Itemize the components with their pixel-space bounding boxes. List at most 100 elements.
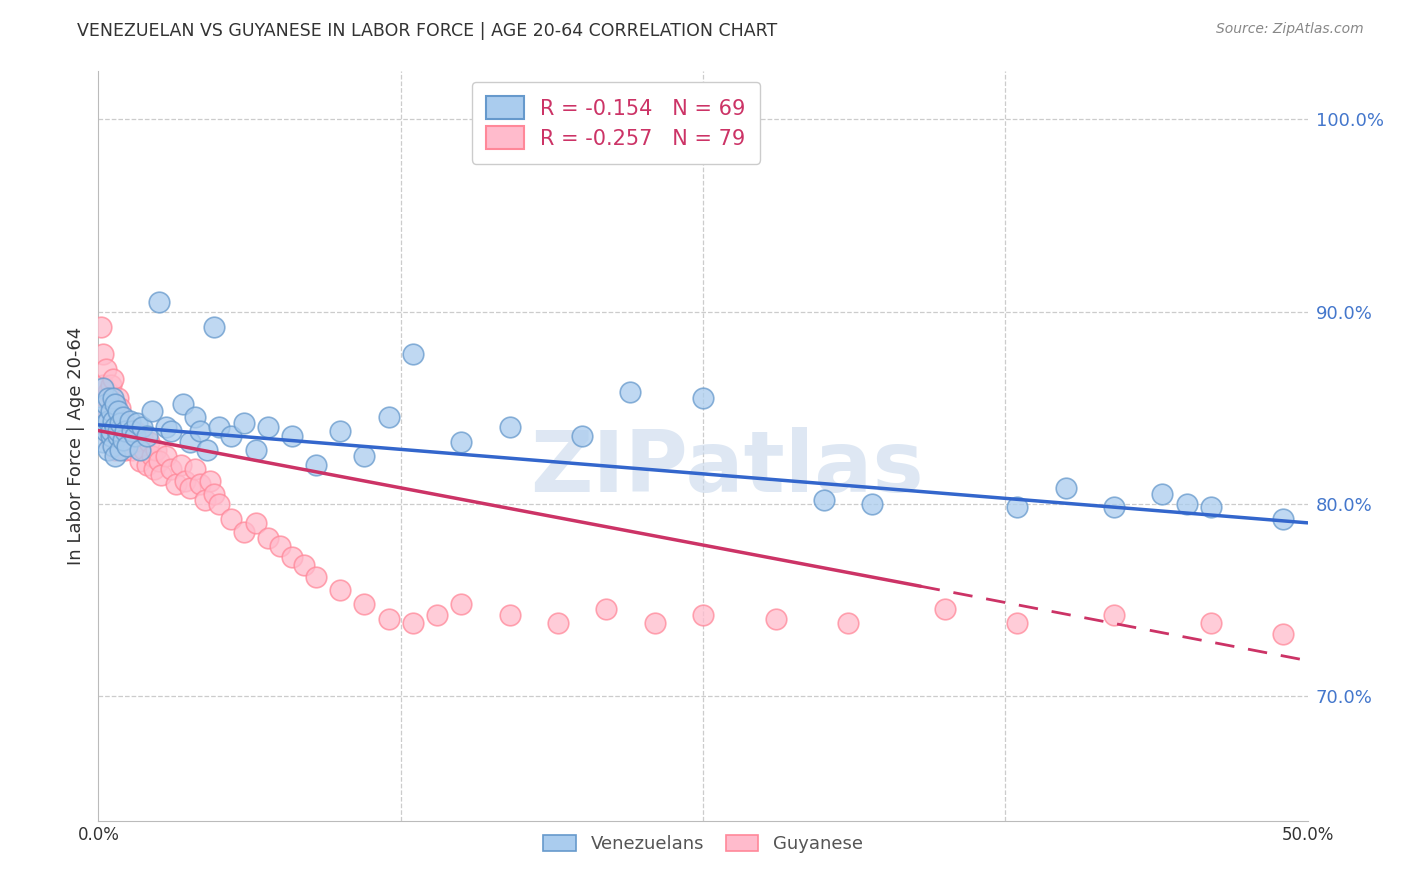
Point [141, 449, 163, 463]
Point [135, 458, 157, 473]
Point [121, 424, 143, 438]
Point [97, 442, 120, 457]
Point [571, 429, 593, 443]
Point [402, 615, 425, 630]
Point [100, 404, 122, 418]
Point [148, 294, 170, 309]
Point [208, 419, 231, 434]
Point [245, 442, 267, 457]
Point [644, 615, 666, 630]
Point [765, 612, 787, 626]
Point [172, 397, 194, 411]
Point [91, 377, 114, 392]
Point [108, 424, 131, 438]
Point [1054, 481, 1077, 495]
Point [292, 558, 315, 573]
Point [165, 477, 187, 491]
Text: VENEZUELAN VS GUYANESE IN LABOR FORCE | AGE 20-64 CORRELATION CHART: VENEZUELAN VS GUYANESE IN LABOR FORCE | … [77, 22, 778, 40]
Point [97, 391, 120, 405]
Point [94, 397, 117, 411]
Point [160, 424, 183, 438]
Point [450, 597, 472, 611]
Point [101, 391, 124, 405]
Point [114, 424, 136, 438]
Point [194, 492, 217, 507]
Point [141, 404, 163, 418]
Point [111, 410, 134, 425]
Point [131, 419, 153, 434]
Point [305, 569, 328, 583]
Point [94, 419, 117, 434]
Point [145, 442, 167, 457]
Point [1102, 500, 1125, 515]
Point [128, 454, 150, 468]
Point [934, 602, 956, 616]
Point [498, 608, 520, 623]
Point [204, 319, 226, 334]
Point [91, 381, 114, 395]
Text: Source: ZipAtlas.com: Source: ZipAtlas.com [1216, 22, 1364, 37]
Point [111, 435, 134, 450]
Point [188, 424, 211, 438]
Point [101, 397, 124, 411]
Point [100, 404, 122, 418]
Point [107, 424, 129, 438]
Point [107, 416, 129, 430]
Point [198, 474, 221, 488]
Point [114, 442, 136, 457]
Point [107, 429, 129, 443]
Point [232, 525, 254, 540]
Point [305, 458, 328, 473]
Point [245, 516, 267, 530]
Point [94, 362, 117, 376]
Point [143, 462, 166, 476]
Point [179, 481, 201, 495]
Point [160, 462, 183, 476]
Point [155, 449, 177, 463]
Point [208, 497, 231, 511]
Point [138, 435, 160, 450]
Point [1007, 615, 1029, 630]
Point [692, 608, 714, 623]
Point [1344, 631, 1367, 645]
Point [127, 439, 149, 453]
Point [281, 429, 304, 443]
Point [426, 608, 449, 623]
Point [91, 347, 114, 361]
Point [104, 424, 127, 438]
Point [353, 597, 375, 611]
Point [90, 410, 112, 425]
Point [117, 419, 139, 434]
Point [118, 414, 141, 428]
Point [100, 424, 122, 438]
Point [450, 435, 472, 450]
Text: ZIPatlas: ZIPatlas [530, 427, 924, 510]
Point [595, 602, 617, 616]
Point [188, 477, 211, 491]
Point [377, 410, 399, 425]
Point [169, 458, 191, 473]
Point [104, 419, 127, 434]
Point [100, 435, 122, 450]
Point [135, 429, 157, 443]
Point [97, 385, 120, 400]
Point [184, 462, 207, 476]
Point [329, 583, 352, 598]
Point [94, 391, 117, 405]
Point [101, 419, 124, 434]
Point [131, 429, 153, 443]
Point [101, 414, 124, 428]
Point [111, 416, 134, 430]
Point [111, 434, 134, 448]
Point [1199, 615, 1222, 630]
Point [150, 467, 173, 482]
Point [104, 442, 127, 457]
Point [107, 404, 129, 418]
Point [118, 429, 141, 443]
Point [221, 429, 243, 443]
Legend: Venezuelans, Guyanese: Venezuelans, Guyanese [536, 828, 870, 860]
Point [498, 419, 520, 434]
Point [101, 439, 124, 453]
Point [108, 416, 131, 430]
Point [1309, 622, 1331, 636]
